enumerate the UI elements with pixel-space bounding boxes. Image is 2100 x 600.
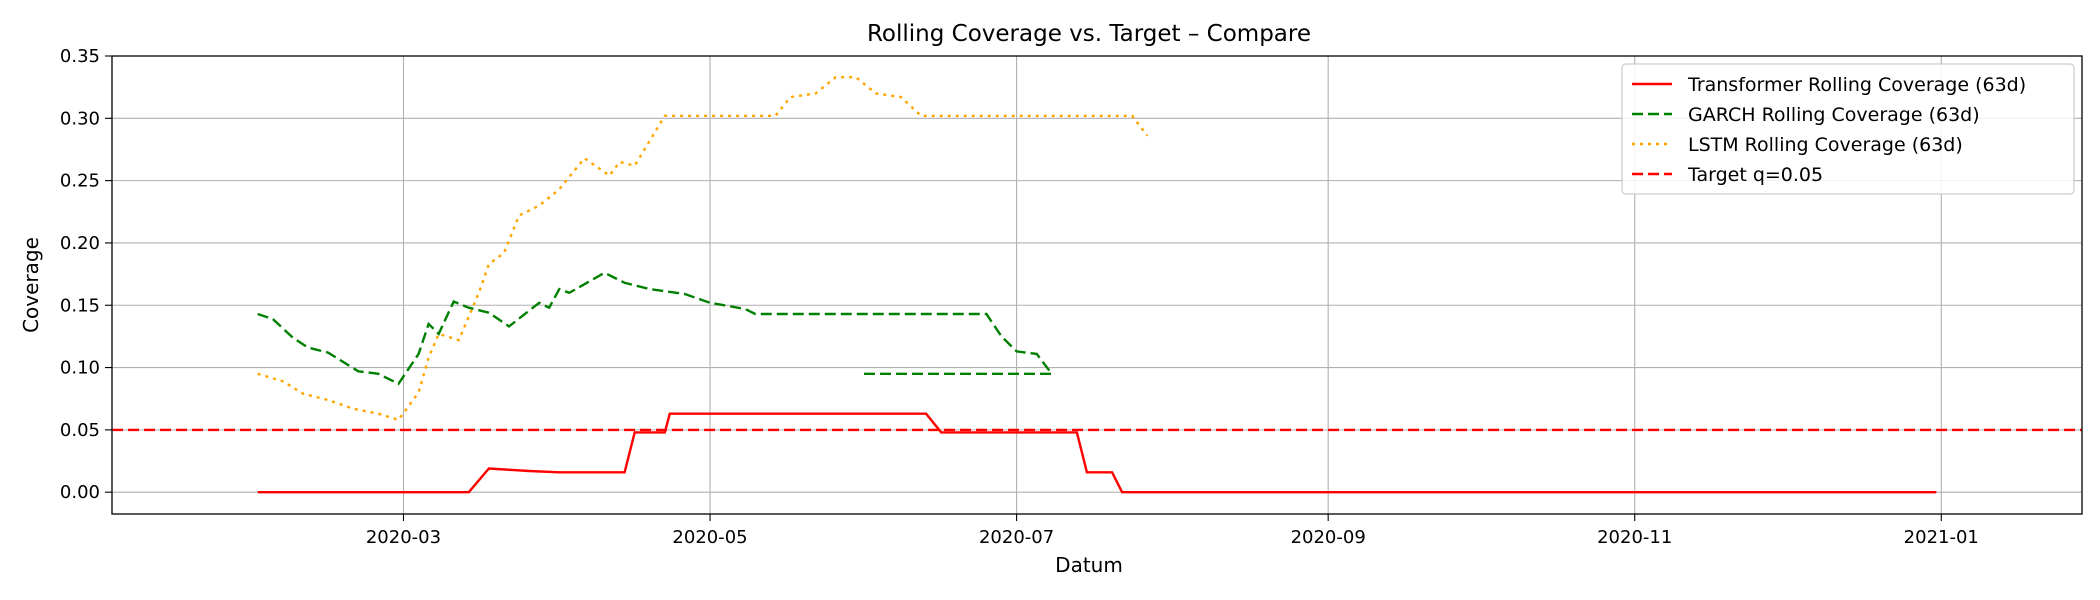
series-line-2 bbox=[257, 75, 1149, 422]
y-tick-label: 0.05 bbox=[60, 420, 100, 441]
plot-frame bbox=[111, 55, 2083, 515]
x-tick-label: 2020-11 bbox=[1597, 527, 1672, 548]
y-tick-label: 0.20 bbox=[60, 233, 100, 254]
series-line-0 bbox=[257, 412, 1937, 494]
series-line-1 bbox=[257, 271, 1055, 386]
chart-title: Rolling Coverage vs. Target – Compare bbox=[867, 21, 1311, 47]
x-tick-label: 2020-07 bbox=[979, 527, 1054, 548]
legend-label: GARCH Rolling Coverage (63d) bbox=[1688, 104, 1980, 126]
y-tick-label: 0.10 bbox=[60, 358, 100, 379]
y-tick-label: 0.25 bbox=[60, 171, 100, 192]
x-axis: 2020-03 2020-05 2020-07 2020-09 2020-11 2021-… bbox=[366, 514, 1979, 548]
x-axis-label: Datum bbox=[1055, 553, 1123, 577]
y-tick-label: 0.00 bbox=[60, 482, 100, 503]
x-tick-label: 2020-05 bbox=[672, 527, 747, 548]
legend-label: Transformer Rolling Coverage (63d) bbox=[1687, 74, 2026, 96]
legend: Transformer Rolling Coverage (63d) GARCH … bbox=[1621, 63, 2075, 195]
x-tick-label: 2020-03 bbox=[366, 527, 441, 548]
legend-label: LSTM Rolling Coverage (63d) bbox=[1688, 134, 1963, 156]
x-tick-label: 2020-09 bbox=[1291, 527, 1366, 548]
series-group bbox=[112, 75, 2082, 494]
x-tick-label: 2021-01 bbox=[1904, 527, 1979, 548]
legend-label: Target q=0.05 bbox=[1687, 164, 1823, 186]
legend-box bbox=[1621, 63, 2075, 195]
y-axis-label: Coverage bbox=[19, 237, 43, 333]
y-axis: 0.00 0.05 0.10 0.15 0.20 0.25 0.30 0.35 bbox=[60, 46, 112, 503]
y-tick-label: 0.35 bbox=[60, 46, 100, 67]
y-tick-label: 0.15 bbox=[60, 295, 100, 316]
y-tick-label: 0.30 bbox=[60, 108, 100, 129]
